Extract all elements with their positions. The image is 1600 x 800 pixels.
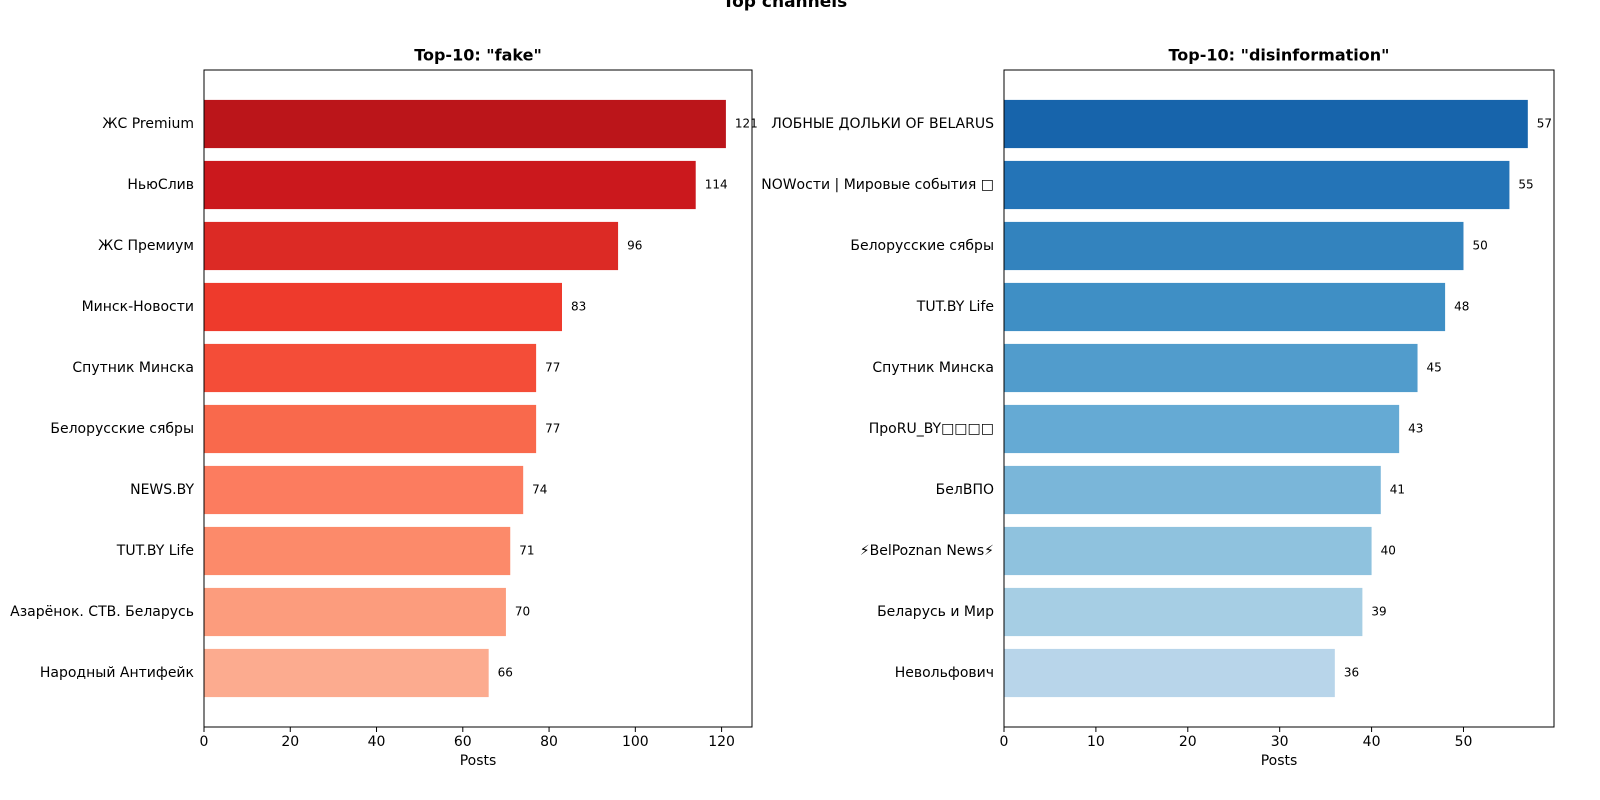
value-label: 96: [627, 239, 642, 253]
bar: [1004, 343, 1418, 393]
value-label: 114: [705, 178, 728, 192]
bar: [204, 282, 563, 332]
value-label: 70: [515, 605, 530, 619]
y-tick-label: Белорусские сябры: [50, 421, 194, 437]
subplot-title: Top-10: "disinformation": [1169, 46, 1390, 65]
subplot-title: Top-10: "fake": [414, 46, 542, 65]
bar: [1004, 648, 1335, 698]
y-tick-label: Спутник Минска: [872, 360, 994, 376]
value-label: 40: [1381, 544, 1396, 558]
bar: [204, 99, 726, 149]
value-label: 74: [532, 483, 547, 497]
bar: [1004, 587, 1363, 637]
y-tick-label: NOWости | Мировые события □: [761, 177, 994, 193]
value-label: 43: [1408, 422, 1423, 436]
y-tick-label: Азарёнок. СТВ. Беларусь: [10, 604, 194, 620]
value-label: 71: [519, 544, 534, 558]
bar: [204, 587, 506, 637]
y-tick-label: ЛОБНЫЕ ДОЛЬКИ OF BELARUS: [771, 116, 994, 132]
x-tick-label: 20: [1179, 734, 1197, 750]
y-tick-label: TUT.BY Life: [916, 299, 994, 315]
x-tick-label: 50: [1455, 734, 1473, 750]
y-tick-label: Минск-Новости: [82, 299, 194, 315]
value-label: 36: [1344, 666, 1359, 680]
bar: [1004, 99, 1528, 149]
bar: [204, 465, 524, 515]
y-tick-label: Народный Антифейк: [40, 665, 194, 681]
bar: [1004, 160, 1510, 210]
x-tick-label: 40: [1363, 734, 1381, 750]
value-label: 39: [1371, 605, 1386, 619]
y-tick-label: ⚡BelPoznan News⚡: [860, 543, 994, 559]
bar: [1004, 404, 1400, 454]
y-tick-label: Белорусские сябры: [850, 238, 994, 254]
x-tick-label: 0: [200, 734, 209, 750]
value-label: 50: [1472, 239, 1487, 253]
bar: [1004, 526, 1372, 576]
value-label: 41: [1390, 483, 1405, 497]
bar: [204, 221, 619, 271]
bar: [204, 160, 696, 210]
y-tick-label: NEWS.BY: [130, 482, 194, 498]
value-label: 77: [545, 422, 560, 436]
x-tick-label: 20: [281, 734, 299, 750]
value-label: 57: [1537, 117, 1552, 131]
x-tick-label: 30: [1271, 734, 1289, 750]
y-tick-label: Спутник Минска: [72, 360, 194, 376]
bar: [204, 343, 537, 393]
y-tick-label: ЖС Premium: [102, 116, 194, 132]
value-label: 77: [545, 361, 560, 375]
bar: [204, 526, 511, 576]
bar: [1004, 221, 1464, 271]
bar: [204, 648, 489, 698]
value-label: 121: [735, 117, 758, 131]
y-tick-label: Беларусь и Мир: [877, 604, 994, 620]
x-axis-label: Posts: [1261, 753, 1298, 769]
x-tick-label: 40: [368, 734, 386, 750]
x-axis-label: Posts: [460, 753, 497, 769]
y-tick-label: ПроRU_BY□□□□: [869, 421, 994, 437]
axes-frame: [203, 69, 753, 728]
y-tick-label: НьюСлив: [127, 177, 194, 193]
value-label: 45: [1427, 361, 1442, 375]
bar: [1004, 465, 1381, 515]
bar: [204, 404, 537, 454]
x-tick-label: 80: [540, 734, 558, 750]
bar: [1004, 282, 1446, 332]
figure-title: Top channels: [723, 0, 847, 12]
x-tick-label: 100: [622, 734, 649, 750]
y-tick-label: ЖС Премиум: [98, 238, 194, 254]
value-label: 83: [571, 300, 586, 314]
y-tick-label: Невольфович: [895, 665, 994, 681]
y-tick-label: БелВПО: [936, 482, 994, 498]
axes-frame: [1003, 69, 1555, 728]
value-label: 55: [1518, 178, 1533, 192]
value-label: 48: [1454, 300, 1469, 314]
x-tick-label: 120: [708, 734, 735, 750]
x-tick-label: 10: [1087, 734, 1105, 750]
x-tick-label: 60: [454, 734, 472, 750]
value-label: 66: [498, 666, 513, 680]
x-tick-label: 0: [1000, 734, 1009, 750]
y-tick-label: TUT.BY Life: [116, 543, 194, 559]
